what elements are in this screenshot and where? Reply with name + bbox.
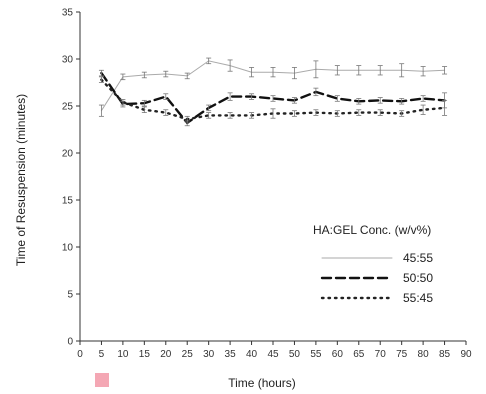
x-tick-label: 60 bbox=[332, 349, 344, 360]
y-tick-label: 5 bbox=[67, 290, 73, 301]
y-tick-label: 35 bbox=[62, 8, 74, 19]
x-tick-label: 85 bbox=[439, 349, 451, 360]
x-tick-label: 70 bbox=[375, 349, 387, 360]
x-tick-label: 90 bbox=[460, 349, 472, 360]
y-tick-label: 0 bbox=[67, 337, 73, 348]
legend: HA:GEL Conc. (w/v%) 45:55 50:50 55:45 bbox=[313, 223, 433, 305]
y-tick-label: 20 bbox=[62, 149, 74, 160]
axes: 0 5 10 15 20 25 30 35 0 5 10 15 20 25 30 35 40 45 50 55 60 65… bbox=[62, 8, 472, 361]
y-axis-title: Time of Resuspension (minutes) bbox=[14, 94, 28, 266]
x-tick-label: 80 bbox=[418, 349, 430, 360]
x-tick-label: 75 bbox=[396, 349, 408, 360]
x-tick-label: 0 bbox=[77, 349, 83, 360]
y-tick-label: 25 bbox=[62, 102, 74, 113]
x-tick-label: 20 bbox=[160, 349, 172, 360]
y-tick-label: 15 bbox=[62, 196, 74, 207]
x-tick-label: 55 bbox=[310, 349, 322, 360]
legend-entry: 50:50 bbox=[403, 271, 433, 285]
x-tick-label: 10 bbox=[117, 349, 129, 360]
x-tick-label: 15 bbox=[139, 349, 151, 360]
y-tick-label: 30 bbox=[62, 55, 74, 66]
x-tick-label: 30 bbox=[203, 349, 215, 360]
series-layer bbox=[98, 57, 448, 127]
x-tick-label: 5 bbox=[99, 349, 105, 360]
series-50:50 bbox=[98, 69, 448, 127]
legend-entry: 55:45 bbox=[403, 291, 433, 305]
x-tick-label: 40 bbox=[246, 349, 258, 360]
series-55:45 bbox=[98, 76, 448, 123]
series-45:55 bbox=[98, 57, 448, 117]
legend-entry: 45:55 bbox=[403, 251, 433, 265]
x-tick-label: 65 bbox=[353, 349, 365, 360]
x-tick-label: 50 bbox=[289, 349, 301, 360]
legend-title: HA:GEL Conc. (w/v%) bbox=[313, 223, 431, 237]
x-axis-title: Time (hours) bbox=[228, 376, 296, 390]
page-marker bbox=[95, 373, 109, 387]
x-tick-label: 35 bbox=[225, 349, 237, 360]
x-tick-label: 45 bbox=[267, 349, 279, 360]
y-tick-label: 10 bbox=[62, 243, 74, 254]
x-tick-label: 25 bbox=[182, 349, 194, 360]
